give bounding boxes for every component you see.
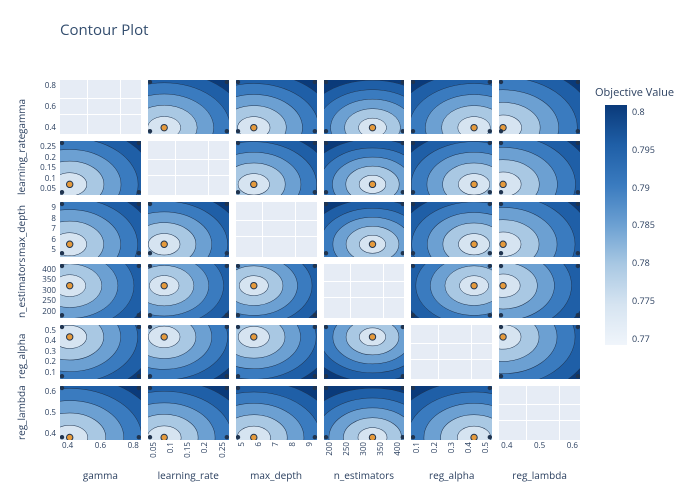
diagonal-empty-n_estimators	[324, 264, 405, 318]
x-label-reg_lambda: reg_lambda	[500, 468, 580, 482]
colorbar-title: Objective Value	[595, 85, 674, 100]
contour-n_estimators-vs-max_depth	[236, 264, 317, 318]
contour-n_estimators-vs-reg_lambda	[499, 264, 580, 318]
contour-reg_alpha-vs-reg_lambda	[499, 325, 580, 379]
y-ticks-reg_alpha: 0.10.20.30.40.5	[28, 327, 56, 377]
contour-n_estimators-vs-gamma	[60, 264, 141, 318]
diagonal-empty-max_depth	[236, 202, 317, 256]
contour-n_estimators-vs-learning_rate	[148, 264, 229, 318]
contour-n_estimators-vs-reg_alpha	[411, 264, 492, 318]
contour-reg_alpha-vs-gamma	[60, 325, 141, 379]
y-label-max_depth: max_depth	[14, 205, 28, 257]
contour-reg_alpha-vs-max_depth	[236, 325, 317, 379]
contour-max_depth-vs-n_estimators	[324, 202, 405, 256]
x-ticks-reg_lambda: 0.40.50.6	[501, 442, 578, 450]
x-label-learning_rate: learning_rate	[148, 468, 228, 482]
contour-reg_lambda-vs-reg_alpha	[411, 386, 492, 440]
plot-title: Contour Plot	[60, 20, 148, 40]
contour-gamma-vs-n_estimators	[324, 80, 405, 134]
contour-max_depth-vs-gamma	[60, 202, 141, 256]
contour-learning_rate-vs-reg_alpha	[411, 141, 492, 195]
x-ticks-n_estimators: 200250300350400	[326, 442, 403, 456]
contour-learning_rate-vs-gamma	[60, 141, 141, 195]
y-label-learning_rate: learning_rate	[14, 134, 28, 195]
contour-reg_alpha-vs-learning_rate	[148, 325, 229, 379]
colorbar-ticks: 0.80.7950.790.7850.780.7750.77	[632, 105, 655, 345]
y-ticks-reg_lambda: 0.40.50.6	[28, 388, 56, 438]
contour-gamma-vs-max_depth	[236, 80, 317, 134]
contour-gamma-vs-reg_alpha	[411, 80, 492, 134]
x-label-n_estimators: n_estimators	[324, 468, 404, 482]
y-label-gamma: gamma	[14, 99, 28, 134]
contour-reg_lambda-vs-n_estimators	[324, 386, 405, 440]
contour-gamma-vs-reg_lambda	[499, 80, 580, 134]
subplot-grid	[60, 80, 580, 440]
y-ticks-n_estimators: 200250300350400	[28, 266, 56, 316]
x-label-max_depth: max_depth	[236, 468, 316, 482]
y-ticks-gamma: 0.40.60.8	[28, 82, 56, 132]
contour-max_depth-vs-reg_alpha	[411, 202, 492, 256]
x-label-reg_alpha: reg_alpha	[412, 468, 492, 482]
diagonal-empty-learning_rate	[148, 141, 229, 195]
contour-learning_rate-vs-n_estimators	[324, 141, 405, 195]
diagonal-empty-reg_alpha	[411, 325, 492, 379]
y-ticks-max_depth: 56789	[28, 204, 56, 254]
colorbar	[605, 105, 627, 345]
x-ticks-learning_rate: 0.050.10.150.20.25	[150, 442, 227, 458]
y-label-reg_lambda: reg_lambda	[14, 385, 28, 440]
y-label-n_estimators: n_estimators	[14, 257, 28, 317]
contour-learning_rate-vs-reg_lambda	[499, 141, 580, 195]
diagonal-empty-gamma	[60, 80, 141, 134]
contour-reg_lambda-vs-max_depth	[236, 386, 317, 440]
y-label-reg_alpha: reg_alpha	[14, 333, 28, 378]
x-ticks-gamma: 0.40.60.8	[62, 442, 139, 450]
x-ticks-reg_alpha: 0.10.20.30.40.5	[413, 442, 490, 453]
contour-reg_lambda-vs-learning_rate	[148, 386, 229, 440]
diagonal-empty-reg_lambda	[499, 386, 580, 440]
contour-gamma-vs-learning_rate	[148, 80, 229, 134]
x-label-gamma: gamma	[60, 468, 140, 482]
y-ticks-learning_rate: 0.050.10.150.20.25	[28, 143, 56, 193]
contour-reg_alpha-vs-n_estimators	[324, 325, 405, 379]
contour-plot-matrix: Contour Plot Objective Value 0.80.7950.7…	[0, 0, 700, 500]
x-ticks-max_depth: 56789	[238, 442, 315, 447]
contour-max_depth-vs-reg_lambda	[499, 202, 580, 256]
contour-learning_rate-vs-max_depth	[236, 141, 317, 195]
contour-reg_lambda-vs-gamma	[60, 386, 141, 440]
contour-max_depth-vs-learning_rate	[148, 202, 229, 256]
